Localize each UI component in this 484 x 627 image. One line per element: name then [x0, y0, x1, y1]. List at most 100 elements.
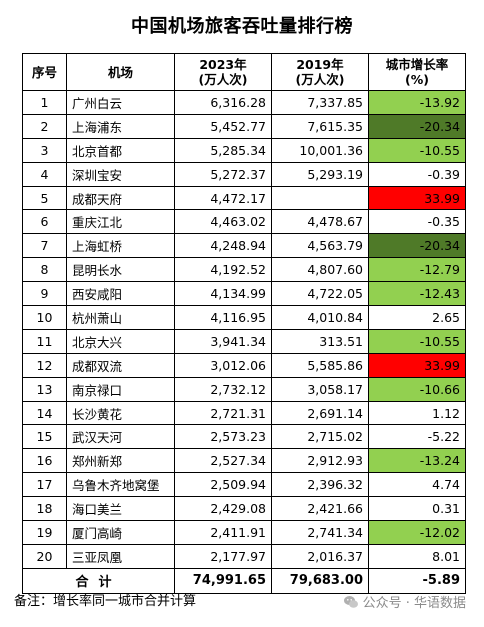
airport-cell: 深圳宝安 [66, 161, 175, 187]
passengers-2019-cell: 3,058.17 [271, 376, 369, 402]
table-row: 8 昆明长水 4,192.52 4,807.60 -12.79 [22, 257, 466, 283]
passengers-2023-cell: 3,941.34 [174, 328, 272, 354]
airport-cell: 广州白云 [66, 90, 175, 115]
growth-rate-cell: -12.02 [368, 520, 466, 545]
growth-rate-cell: -12.79 [368, 257, 466, 283]
table-row: 2 上海浦东 5,452.77 7,615.35 -20.34 [22, 113, 466, 139]
passengers-2023-cell: 2,527.34 [174, 448, 272, 474]
airport-cell: 武汉天河 [66, 424, 175, 450]
header-rank: 序号 [22, 53, 67, 91]
growth-rate-cell: -13.92 [368, 90, 466, 115]
table-row: 6 重庆江北 4,463.02 4,478.67 -0.35 [22, 209, 466, 235]
passengers-2023-cell: 2,509.94 [174, 472, 272, 498]
wechat-icon [343, 595, 358, 608]
growth-rate-cell: 33.99 [368, 185, 466, 211]
passengers-2019-cell: 2,715.02 [271, 424, 369, 450]
table-row: 19 厦门高崎 2,411.91 2,741.34 -12.02 [22, 520, 466, 545]
airport-cell: 海口美兰 [66, 496, 175, 522]
rank-cell: 11 [22, 328, 67, 354]
airport-cell: 长沙黄花 [66, 400, 175, 426]
passengers-2023-cell: 2,721.31 [174, 400, 272, 426]
passengers-2023-cell: 5,452.77 [174, 113, 272, 139]
passengers-2023-cell: 4,472.17 [174, 185, 272, 211]
total-label: 合计 [22, 567, 175, 594]
airport-cell: 杭州萧山 [66, 305, 175, 330]
header-growth-unit: (%) [405, 72, 429, 87]
table-row: 1 广州白云 6,316.28 7,337.85 -13.92 [22, 90, 466, 115]
table-header-row: 序号 机场 2023年 (万人次) 2019年 (万人次) 城市增长率 (%) [22, 53, 466, 91]
passengers-2019-cell [271, 185, 369, 211]
header-2019-year: 2019年 [296, 57, 344, 72]
passengers-2019-cell: 4,478.67 [271, 209, 369, 235]
growth-rate-cell: 2.65 [368, 305, 466, 330]
table-row: 5 成都天府 4,472.17 33.99 [22, 185, 466, 211]
table-row: 13 南京禄口 2,732.12 3,058.17 -10.66 [22, 376, 466, 402]
rank-cell: 17 [22, 472, 67, 498]
growth-rate-cell: 33.99 [368, 352, 466, 378]
growth-rate-cell: -10.55 [368, 328, 466, 354]
header-growth-label: 城市增长率 [385, 57, 449, 72]
passengers-2023-cell: 5,285.34 [174, 137, 272, 163]
passengers-2023-cell: 4,248.94 [174, 233, 272, 259]
rank-cell: 6 [22, 209, 67, 235]
table-row: 12 成都双流 3,012.06 5,585.86 33.99 [22, 352, 466, 378]
passengers-2023-cell: 2,573.23 [174, 424, 272, 450]
rank-cell: 1 [22, 90, 67, 115]
passengers-2023-cell: 4,192.52 [174, 257, 272, 283]
passengers-2019-cell: 10,001.36 [271, 137, 369, 163]
passengers-2023-cell: 2,411.91 [174, 520, 272, 545]
growth-rate-cell: 1.12 [368, 400, 466, 426]
table-row: 9 西安咸阳 4,134.99 4,722.05 -12.43 [22, 281, 466, 307]
passengers-2023-cell: 4,116.95 [174, 305, 272, 330]
passengers-2019-cell: 7,615.35 [271, 113, 369, 139]
passengers-2023-cell: 3,012.06 [174, 352, 272, 378]
header-growth: 城市增长率 (%) [368, 53, 466, 91]
header-2023: 2023年 (万人次) [174, 53, 272, 91]
rank-cell: 14 [22, 400, 67, 426]
airport-cell: 乌鲁木齐地窝堡 [66, 472, 175, 498]
rank-cell: 2 [22, 113, 67, 139]
total-growth: -5.89 [368, 567, 466, 594]
watermark-text: 公众号 · 华语数据 [362, 596, 466, 611]
total-row: 合计 74,991.65 79,683.00 -5.89 [22, 567, 466, 594]
growth-rate-cell: -12.43 [368, 281, 466, 307]
header-airport: 机场 [66, 53, 175, 91]
airport-cell: 上海虹桥 [66, 233, 175, 259]
rank-cell: 20 [22, 543, 67, 569]
header-2019: 2019年 (万人次) [271, 53, 369, 91]
header-2023-unit: (万人次) [198, 72, 248, 87]
footnote: 备注：增长率同一城市合并计算 [14, 594, 197, 609]
growth-rate-cell: -20.34 [368, 233, 466, 259]
rank-cell: 5 [22, 185, 67, 211]
passengers-2023-cell: 5,272.37 [174, 161, 272, 187]
passengers-2019-cell: 4,010.84 [271, 305, 369, 330]
growth-rate-cell: -0.35 [368, 209, 466, 235]
growth-rate-cell: -13.24 [368, 448, 466, 474]
airport-cell: 成都天府 [66, 185, 175, 211]
rank-cell: 15 [22, 424, 67, 450]
passengers-2019-cell: 2,016.37 [271, 543, 369, 569]
passengers-2019-cell: 2,912.93 [271, 448, 369, 474]
rank-cell: 10 [22, 305, 67, 330]
rank-cell: 9 [22, 281, 67, 307]
airport-cell: 北京首都 [66, 137, 175, 163]
passengers-2019-cell: 313.51 [271, 328, 369, 354]
passengers-2019-cell: 2,691.14 [271, 400, 369, 426]
passengers-2019-cell: 4,722.05 [271, 281, 369, 307]
passengers-2019-cell: 5,585.86 [271, 352, 369, 378]
header-2023-year: 2023年 [199, 57, 247, 72]
airport-cell: 昆明长水 [66, 257, 175, 283]
passengers-2023-cell: 2,177.97 [174, 543, 272, 569]
table-row: 20 三亚凤凰 2,177.97 2,016.37 8.01 [22, 543, 466, 569]
rank-cell: 13 [22, 376, 67, 402]
growth-rate-cell: -10.55 [368, 137, 466, 163]
table-row: 18 海口美兰 2,429.08 2,421.66 0.31 [22, 496, 466, 522]
passengers-2019-cell: 4,563.79 [271, 233, 369, 259]
passengers-2023-cell: 4,134.99 [174, 281, 272, 307]
passengers-2023-cell: 6,316.28 [174, 90, 272, 115]
total-2023: 74,991.65 [174, 567, 272, 594]
passengers-2019-cell: 7,337.85 [271, 90, 369, 115]
total-2019: 79,683.00 [271, 567, 369, 594]
passengers-2019-cell: 5,293.19 [271, 161, 369, 187]
growth-rate-cell: -20.34 [368, 113, 466, 139]
